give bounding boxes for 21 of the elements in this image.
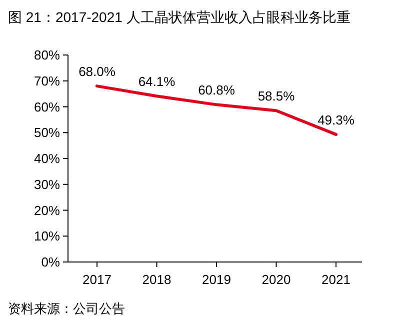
x-tick-label: 2017: [82, 272, 112, 287]
y-tick-label: 40%: [34, 151, 60, 166]
y-tick-label: 80%: [34, 48, 60, 63]
y-tick-label: 20%: [34, 202, 60, 218]
y-tick-label: 60%: [34, 99, 60, 114]
x-tick-label: 2018: [142, 272, 172, 287]
x-tick-label: 2019: [202, 272, 231, 287]
data-label: 49.3%: [318, 112, 355, 128]
data-label: 58.5%: [258, 88, 296, 104]
text: 资料来源：公司公告: [8, 301, 125, 316]
y-tick-label: 10%: [34, 228, 60, 244]
y-tick-label: 70%: [34, 73, 60, 88]
data-label: 60.8%: [198, 82, 236, 98]
y-tick-label: 0%: [41, 254, 60, 270]
x-tick-label: 2021: [322, 272, 350, 287]
y-tick-label: 30%: [34, 176, 60, 192]
x-tick-label: 2020: [262, 272, 291, 287]
data-label: 64.1%: [138, 74, 176, 90]
chart-title: 图 21：2017-2021 人工晶状体营业收入占眼科业务比重: [8, 9, 350, 25]
y-tick-label: 50%: [34, 125, 60, 140]
data-label: 68.0%: [78, 64, 116, 80]
